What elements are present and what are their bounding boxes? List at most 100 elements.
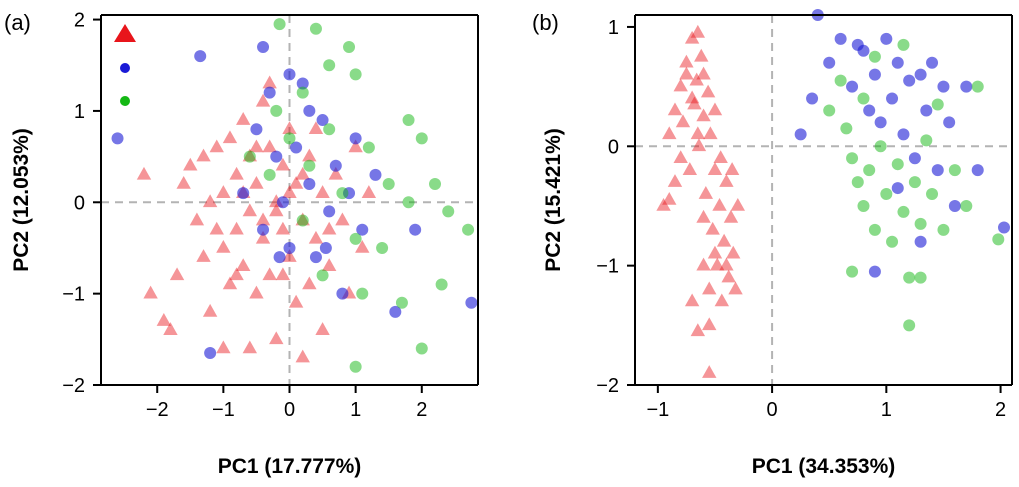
point-red-6 xyxy=(682,162,698,175)
point-blue-18 xyxy=(336,287,349,300)
point-red-46 xyxy=(667,102,683,116)
point-blue-23 xyxy=(389,305,402,318)
legend-marker-blue xyxy=(120,63,130,73)
point-red-56 xyxy=(249,139,264,153)
point-green-6 xyxy=(863,164,876,177)
point-red-58 xyxy=(196,148,211,162)
point-red-12 xyxy=(229,166,244,180)
point-blue-16 xyxy=(931,164,944,177)
point-red-1 xyxy=(156,313,172,326)
point-blue-6 xyxy=(263,86,276,99)
point-green-24 xyxy=(846,265,859,278)
point-blue-3 xyxy=(237,187,250,200)
point-blue-5 xyxy=(863,104,876,117)
point-blue-15 xyxy=(316,114,329,127)
point-red-57 xyxy=(229,267,244,281)
point-blue-9 xyxy=(283,68,296,81)
point-green-15 xyxy=(914,217,927,230)
point-red-30 xyxy=(288,176,304,189)
point-red-50 xyxy=(262,75,277,89)
legend xyxy=(114,24,136,106)
x-tick-label: 1 xyxy=(881,399,892,421)
point-red-33 xyxy=(302,148,317,162)
point-red-5 xyxy=(679,54,694,68)
point-blue-21 xyxy=(356,223,369,236)
point-red-17 xyxy=(707,162,723,175)
point-green-27 xyxy=(857,92,870,105)
point-green-3 xyxy=(349,68,362,81)
point-blue-21 xyxy=(971,164,984,177)
point-red-18 xyxy=(710,257,725,271)
point-green-17 xyxy=(926,188,939,201)
point-green-7 xyxy=(283,132,296,145)
point-red-39 xyxy=(707,102,723,116)
point-red-20 xyxy=(255,93,271,107)
point-red-21 xyxy=(716,233,732,247)
point-blue-25 xyxy=(465,296,478,309)
point-red-38 xyxy=(696,66,711,80)
series-green xyxy=(243,18,475,373)
point-green-21 xyxy=(971,80,984,93)
point-green-7 xyxy=(868,223,881,236)
point-red-19 xyxy=(712,197,727,211)
point-blue-27 xyxy=(303,104,316,117)
point-green-2 xyxy=(343,40,356,53)
point-green-20 xyxy=(415,342,428,355)
point-green-21 xyxy=(435,278,448,291)
point-blue-17 xyxy=(937,80,950,93)
point-blue-10 xyxy=(897,128,910,141)
y-tick-label: 1 xyxy=(74,101,85,123)
point-blue-16 xyxy=(323,205,336,218)
point-green-25 xyxy=(868,50,881,63)
point-red-13 xyxy=(698,186,714,199)
y-tick-label: 1 xyxy=(608,17,619,39)
point-red-34 xyxy=(302,276,317,290)
point-blue-12 xyxy=(296,77,309,90)
point-red-36 xyxy=(315,185,330,198)
point-red-29 xyxy=(282,249,297,262)
point-red-32 xyxy=(696,257,711,271)
point-red-54 xyxy=(269,203,284,217)
point-red-61 xyxy=(255,212,271,226)
point-green-1 xyxy=(834,74,847,87)
point-green-27 xyxy=(243,150,256,163)
point-red-9 xyxy=(689,72,704,86)
point-green-3 xyxy=(846,152,859,165)
point-blue-29 xyxy=(319,241,332,254)
point-red-21 xyxy=(255,230,271,244)
point-green-28 xyxy=(402,196,415,209)
point-red-23 xyxy=(721,269,736,283)
point-red-14 xyxy=(236,112,251,125)
point-red-37 xyxy=(315,322,330,335)
point-blue-24 xyxy=(914,235,927,248)
point-green-9 xyxy=(880,188,893,201)
point-green-10 xyxy=(886,235,899,248)
point-blue-6 xyxy=(868,68,881,81)
x-axis-title: PC1 (34.353%) xyxy=(752,455,896,478)
point-blue-24 xyxy=(409,223,422,236)
point-red-27 xyxy=(275,221,291,235)
point-blue-8 xyxy=(886,92,899,105)
point-blue-14 xyxy=(309,251,322,264)
point-red-22 xyxy=(262,139,277,153)
point-blue-1 xyxy=(823,56,836,69)
point-red-24 xyxy=(723,209,739,223)
point-red-55 xyxy=(308,121,324,134)
point-green-26 xyxy=(263,168,276,181)
point-blue-4 xyxy=(250,123,263,136)
point-blue-12 xyxy=(908,152,921,165)
x-tick-label: −1 xyxy=(646,399,669,421)
point-blue-0 xyxy=(111,132,124,145)
x-tick-label: 2 xyxy=(995,399,1006,421)
point-red-63 xyxy=(295,166,310,180)
point-red-18 xyxy=(249,285,264,299)
point-green-16 xyxy=(429,178,442,191)
point-green-12 xyxy=(897,205,910,218)
point-red-5 xyxy=(189,212,205,226)
point-green-18 xyxy=(462,223,475,236)
point-green-22 xyxy=(992,233,1005,246)
point-blue-1 xyxy=(194,50,207,63)
point-blue-28 xyxy=(891,182,904,195)
point-red-46 xyxy=(176,176,191,189)
